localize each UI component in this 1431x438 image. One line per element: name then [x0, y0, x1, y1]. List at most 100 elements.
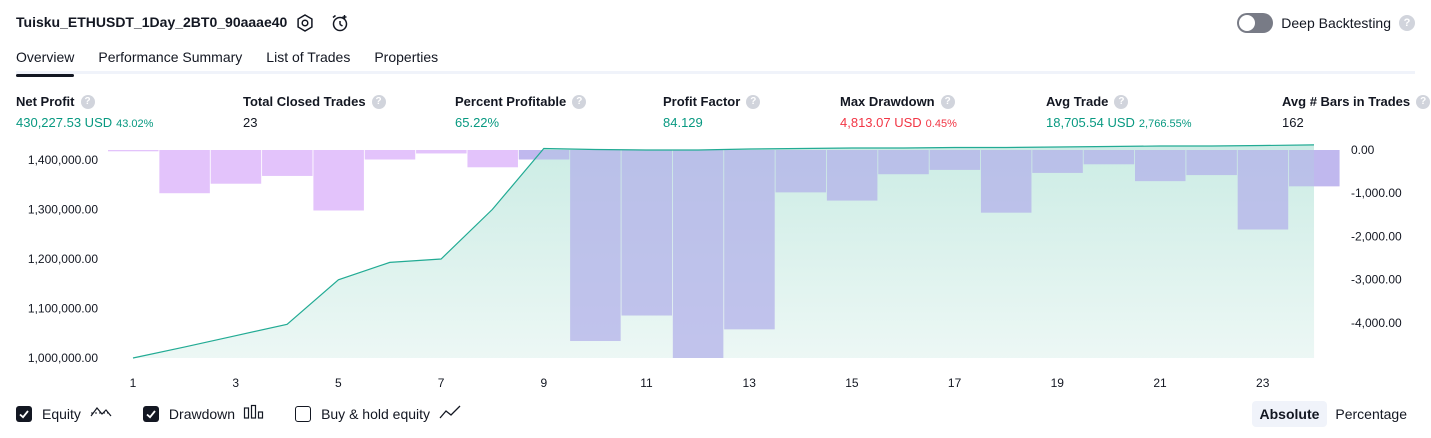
- help-icon[interactable]: ?: [1399, 15, 1415, 31]
- deep-backtesting-toggle[interactable]: [1237, 13, 1274, 33]
- metric-net-profit: Net Profit? 430,227.53 USD 43.02%: [16, 94, 153, 130]
- drawdown-bar: [159, 150, 210, 194]
- right-tick-label: -4,000.00: [1351, 316, 1402, 330]
- legend-drawdown[interactable]: Drawdown: [142, 404, 265, 423]
- view-mode-switch: Absolute Percentage: [1251, 401, 1416, 427]
- drawdown-bar: [210, 150, 262, 184]
- x-tick-label: 9: [540, 376, 547, 390]
- left-tick-label: 1,100,000.00: [28, 301, 98, 315]
- info-icon[interactable]: ?: [746, 94, 761, 109]
- drawdown-overlap: [518, 150, 1340, 358]
- info-icon[interactable]: ?: [572, 94, 587, 109]
- x-tick-label: 15: [845, 376, 859, 390]
- metric-label: Avg Trade: [1046, 94, 1109, 109]
- deep-backtesting-label: Deep Backtesting: [1281, 15, 1391, 31]
- x-tick-label: 23: [1256, 376, 1270, 390]
- drawdown-bar-overlap: [570, 150, 621, 342]
- info-icon[interactable]: ?: [371, 94, 386, 109]
- drawdown-bar-overlap: [1032, 150, 1083, 173]
- x-tick-label: 5: [335, 376, 342, 390]
- add-alert-icon[interactable]: [329, 12, 351, 34]
- drawdown-bar-overlap: [1289, 150, 1340, 187]
- right-tick-label: -3,000.00: [1351, 273, 1402, 287]
- left-tick-label: 1,400,000.00: [28, 153, 98, 167]
- deep-backtesting-control: Deep Backtesting ?: [1237, 13, 1415, 33]
- buy-hold-checkbox[interactable]: [295, 405, 312, 422]
- metric-total-closed-trades: Total Closed Trades? 23: [243, 94, 386, 130]
- drawdown-bar-overlap: [1237, 150, 1289, 230]
- metric-label: Max Drawdown: [840, 94, 935, 109]
- info-icon[interactable]: ?: [1114, 94, 1129, 109]
- metric-sub-value: 0.45%: [925, 118, 957, 130]
- tab-overview[interactable]: Overview: [16, 44, 75, 77]
- drawdown-bar-overlap: [980, 150, 1032, 213]
- metric-sub-value: 2,766.55%: [1138, 118, 1192, 130]
- x-tick-label: 13: [743, 376, 757, 390]
- metric-value: 4,813.07 USD: [840, 115, 922, 130]
- equity-checkbox[interactable]: [16, 405, 32, 422]
- x-tick-label: 11: [640, 376, 653, 390]
- chart-legend: Equity Drawdown Buy & hold equity: [16, 404, 492, 423]
- drawdown-bar-overlap: [775, 150, 827, 193]
- drawdown-bar: [313, 150, 364, 211]
- tabs-divider: [16, 71, 1415, 74]
- tab-performance-summary[interactable]: Performance Summary: [98, 49, 243, 65]
- equity-line-icon: [89, 404, 113, 423]
- drawdown-bar: [364, 150, 416, 160]
- legend-label: Buy & hold equity: [321, 405, 431, 422]
- right-tick-label: 0.00: [1351, 143, 1375, 157]
- buyhold-line-icon: [438, 404, 462, 423]
- drawdown-bar-overlap: [929, 150, 981, 170]
- metric-value: 23: [243, 115, 258, 130]
- settings-icon[interactable]: [294, 12, 316, 34]
- tab-list-of-trades[interactable]: List of Trades: [266, 49, 351, 65]
- drawdown-bar-overlap: [672, 150, 724, 358]
- left-tick-label: 1,300,000.00: [28, 202, 98, 216]
- absolute-button[interactable]: Absolute: [1251, 401, 1328, 427]
- right-axis: 0.00 -1,000.00 -2,000.00 -3,000.00 -4,000.00: [1351, 143, 1402, 330]
- metric-max-drawdown: Max Drawdown? 4,813.07 USD 0.45%: [840, 94, 957, 130]
- left-tick-label: 1,000,000.00: [28, 351, 98, 365]
- x-tick-label: 17: [948, 376, 962, 390]
- x-tick-label: 7: [438, 376, 445, 390]
- info-icon[interactable]: ?: [940, 94, 955, 109]
- legend-equity[interactable]: Equity: [16, 404, 113, 423]
- metric-value: 18,705.54 USD: [1046, 115, 1135, 130]
- info-icon[interactable]: ?: [80, 94, 95, 109]
- metric-avg-trade: Avg Trade? 18,705.54 USD 2,766.55%: [1046, 94, 1192, 130]
- drawdown-bar-overlap: [1083, 150, 1135, 165]
- info-icon[interactable]: ?: [1416, 94, 1431, 109]
- equity-drawdown-chart[interactable]: 1,000,000.00 1,100,000.00 1,200,000.00 1,30…: [0, 140, 1431, 395]
- left-tick-label: 1,200,000.00: [28, 252, 98, 266]
- report-tabs: Overview Performance Summary List of Tra…: [16, 44, 462, 77]
- drawdown-bar-overlap: [1186, 150, 1237, 176]
- drawdown-checkbox[interactable]: [142, 405, 159, 422]
- x-tick-label: 19: [1051, 376, 1065, 390]
- tab-properties[interactable]: Properties: [374, 49, 439, 65]
- drawdown-bar: [108, 150, 159, 152]
- x-tick-label: 1: [130, 376, 137, 390]
- metric-label: Total Closed Trades: [243, 94, 366, 109]
- right-tick-label: -1,000.00: [1351, 186, 1402, 200]
- metric-label: Percent Profitable: [455, 94, 567, 109]
- metric-label: Avg # Bars in Trades: [1282, 94, 1411, 109]
- metric-profit-factor: Profit Factor? 84.129: [663, 94, 761, 130]
- drawdown-bar-overlap: [621, 150, 672, 316]
- metric-sub-value: 43.02%: [116, 118, 154, 130]
- metric-value: 65.22%: [455, 115, 500, 130]
- metric-avg-bars-in-trades: Avg # Bars in Trades? 162: [1282, 94, 1431, 130]
- legend-label: Drawdown: [168, 405, 236, 422]
- strategy-title: Tuisku_ETHUSDT_1Day_2BT0_90aaae40: [16, 14, 288, 30]
- x-tick-label: 3: [232, 376, 239, 390]
- metric-value: 430,227.53 USD: [16, 115, 113, 130]
- drawdown-bar-overlap: [878, 150, 929, 175]
- left-axis: 1,000,000.00 1,100,000.00 1,200,000.00 1,30…: [28, 153, 98, 365]
- percentage-button[interactable]: Percentage: [1335, 406, 1407, 422]
- drawdown-bar-overlap: [724, 150, 775, 330]
- drawdown-bar: [467, 150, 518, 168]
- metric-label: Net Profit: [16, 94, 75, 109]
- right-tick-label: -2,000.00: [1351, 229, 1402, 243]
- drawdown-bar-overlap: [518, 150, 570, 160]
- metric-value: 84.129: [663, 115, 703, 130]
- legend-buy-hold[interactable]: Buy & hold equity: [295, 404, 462, 423]
